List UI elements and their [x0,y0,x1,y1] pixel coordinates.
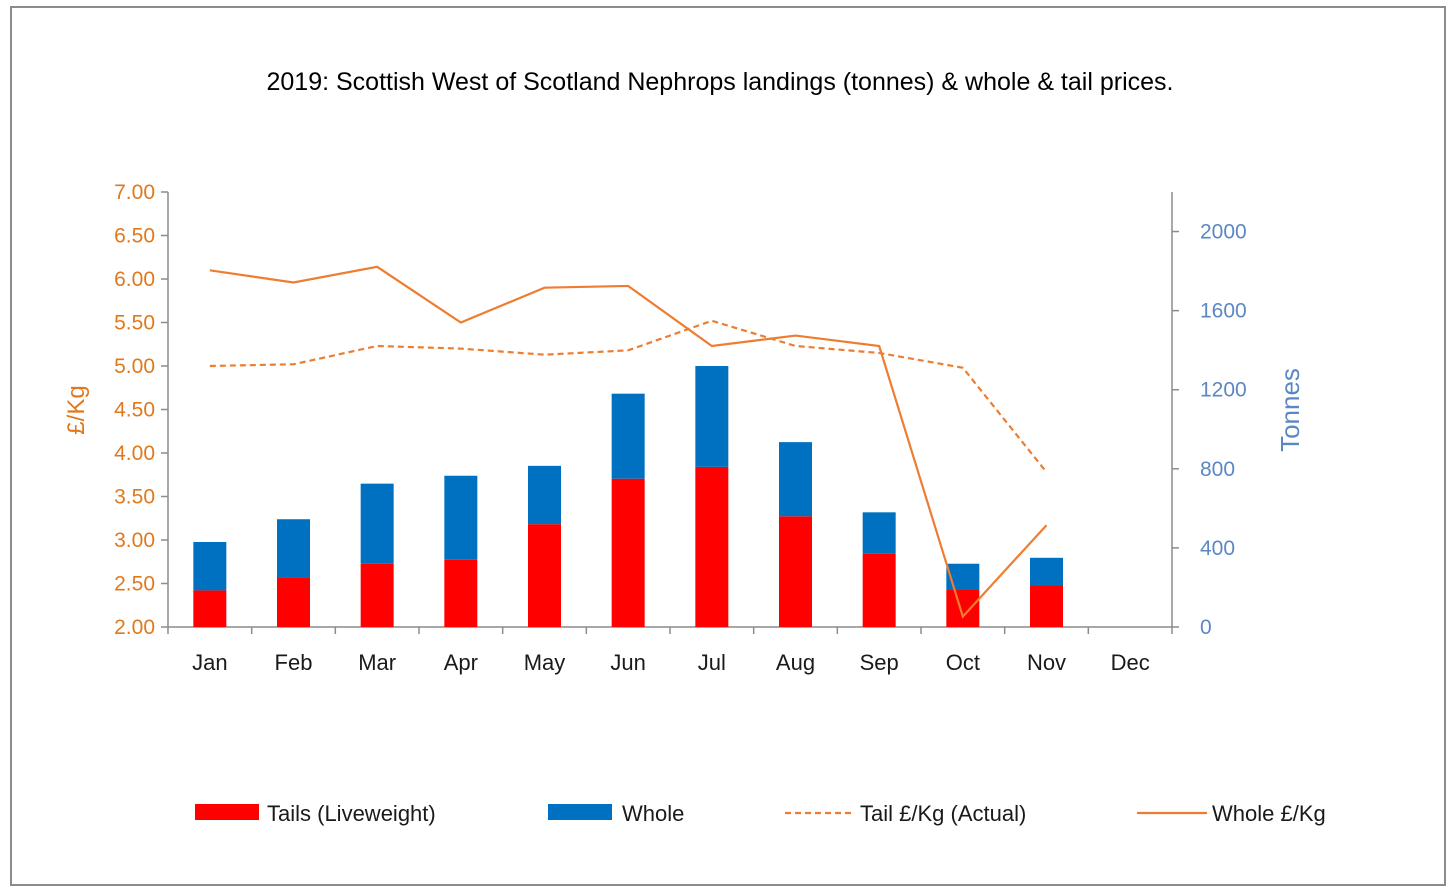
legend-swatch-whole [548,804,612,820]
chart-frame: 2019: Scottish West of Scotland Nephrops… [10,6,1446,886]
left-axis-tick-label: 2.00 [114,616,155,639]
bar-whole-mar [360,483,394,564]
bar-tails-jul [695,466,729,627]
bar-tails-may [528,524,561,627]
bar-whole-jun [611,393,645,479]
left-axis-tick-label: 6.00 [114,268,155,291]
bar-tails-nov [1030,585,1063,627]
bar-tails-apr [444,559,478,627]
bar-tails-oct [946,589,980,627]
x-axis-tick-label: Apr [444,650,478,675]
bar-whole-oct [946,563,980,590]
right-axis-tick-label: 1200 [1200,379,1247,402]
x-axis-tick-label: Jul [698,650,726,675]
left-axis-tick-label: 5.00 [114,355,155,378]
right-axis-tick-label: 0 [1200,616,1212,639]
x-axis-tick-label: Nov [1027,650,1066,675]
bar-whole-jul [695,366,729,467]
bar-tails-mar [360,563,394,627]
bar-whole-aug [779,442,812,517]
legend-label-tails: Tails (Liveweight) [267,801,436,826]
x-axis-tick-label: Jun [610,650,645,675]
bar-tails-feb [277,577,310,627]
x-axis-tick-label: Sep [860,650,899,675]
bar-tails-jan [193,590,227,627]
bar-whole-nov [1030,557,1063,586]
left-axis-tick-label: 3.50 [114,486,155,509]
bar-tails-jun [611,478,645,627]
legend-label-tail-price: Tail £/Kg (Actual) [860,801,1026,826]
right-axis-tick-label: 800 [1200,458,1235,481]
chart: 2019: Scottish West of Scotland Nephrops… [63,68,1326,826]
right-axis-tick-label: 1600 [1200,300,1247,323]
x-axis-tick-label: Mar [358,650,396,675]
bar-whole-apr [444,475,478,560]
bar-whole-sep [862,512,896,554]
left-axis-label: £/Kg [63,385,90,434]
left-axis-tick-label: 4.50 [114,399,155,422]
legend-label-whole-price: Whole £/Kg [1212,801,1326,826]
right-axis-tick-label: 400 [1200,537,1235,560]
right-axis-tick-label: 2000 [1200,221,1247,244]
bar-whole-jan [193,541,227,591]
x-axis-tick-label: Jan [192,650,227,675]
line-whole-price [209,265,1048,619]
bar-tails-aug [779,516,812,627]
x-axis-tick-label: Dec [1111,650,1150,675]
left-axis-tick-label: 2.50 [114,573,155,596]
left-axis-tick-label: 4.00 [114,442,155,465]
right-axis-label: Tonnes [1275,368,1305,452]
x-axis-tick-label: May [524,650,566,675]
left-axis-tick-label: 5.50 [114,312,155,335]
left-axis-tick-label: 7.00 [114,181,155,204]
chart-title: 2019: Scottish West of Scotland Nephrops… [267,68,1174,96]
left-axis-tick-label: 6.50 [114,225,155,248]
bar-whole-may [528,465,561,525]
bar-tails-sep [862,553,896,627]
legend-label-whole: Whole [622,801,684,826]
line-tail-price [209,319,1048,473]
x-axis-tick-label: Feb [275,650,313,675]
legend-swatch-tails [195,804,259,820]
left-axis-tick-label: 3.00 [114,529,155,552]
bar-whole-feb [277,519,310,578]
x-axis-tick-label: Oct [946,650,980,675]
x-axis-tick-label: Aug [776,650,815,675]
